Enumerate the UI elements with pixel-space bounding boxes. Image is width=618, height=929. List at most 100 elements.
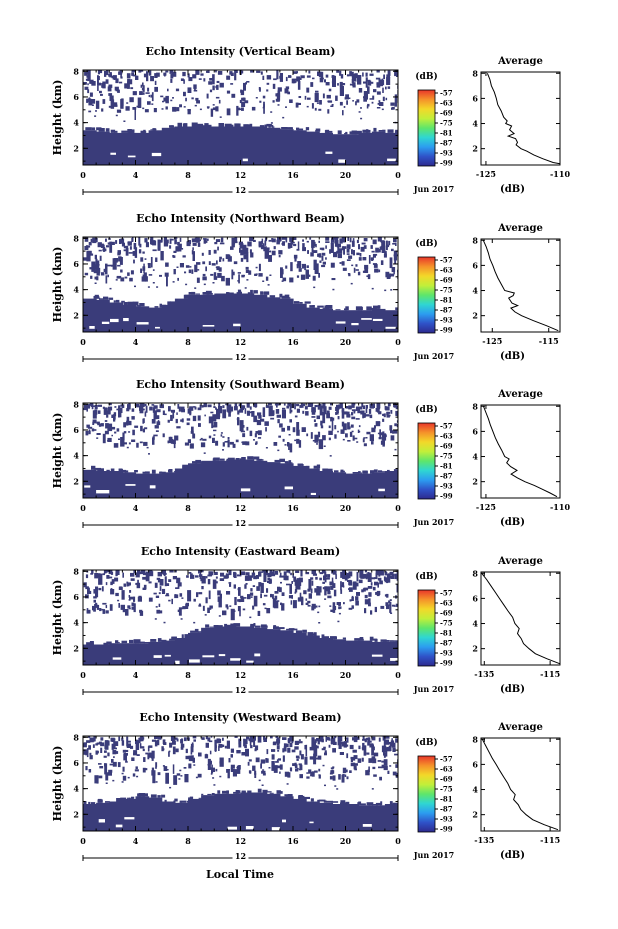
echo-clutter [207, 579, 211, 585]
echo-clutter [392, 243, 396, 245]
echo-clutter [133, 242, 137, 250]
echo-layer-edge [273, 625, 277, 629]
echo-layer-edge [395, 129, 398, 133]
echo-clutter [252, 605, 255, 610]
echo-clutter [299, 774, 303, 779]
echo-layer-edge [137, 305, 141, 307]
echo-clutter [382, 431, 385, 436]
echo-clutter [231, 237, 235, 248]
echo-clutter [247, 241, 252, 247]
echo-layer-edge [108, 297, 114, 300]
echo-clutter [375, 592, 378, 595]
echo-clutter [89, 755, 93, 760]
echo-clutter [230, 767, 234, 772]
echo-clutter [353, 736, 358, 743]
echo-clutter [392, 771, 397, 776]
y-tick-label: 8 [73, 732, 79, 742]
echo-speck [244, 287, 247, 289]
echo-layer-edge [257, 788, 262, 793]
echo-clutter [226, 108, 231, 116]
echo-speck [155, 781, 158, 783]
echo-clutter [279, 764, 283, 770]
echo-layer-edge [233, 623, 241, 627]
echo-clutter [144, 427, 148, 430]
echo-layer-cell [148, 641, 163, 665]
echo-layer-edge [395, 308, 398, 311]
echo-clutter [120, 76, 123, 79]
echo-clutter [117, 250, 121, 254]
echo-clutter [296, 438, 300, 444]
echo-clutter [92, 419, 97, 424]
echo-clutter [256, 70, 261, 73]
echo-clutter [341, 83, 346, 86]
echo-clutter [272, 570, 275, 575]
echo-clutter [225, 403, 228, 406]
echo-clutter [341, 408, 345, 419]
colorbar [417, 589, 436, 667]
echo-layer-edge [277, 627, 285, 630]
echo-clutter [154, 736, 157, 739]
echo-layer-cell [148, 130, 163, 165]
echo-clutter [249, 592, 254, 596]
echo-layer-edge [116, 798, 122, 802]
echo-layer-cell [201, 126, 215, 165]
echo-clutter [87, 83, 89, 86]
echo-clutter [162, 572, 167, 575]
echo-clutter [322, 411, 326, 424]
echo-clutter [372, 759, 374, 761]
echo-clutter [87, 98, 92, 102]
echo-gap [124, 817, 135, 820]
echo-clutter [230, 754, 233, 758]
echo-layer-edge [287, 794, 293, 797]
echo-clutter [268, 578, 272, 584]
echo-clutter [84, 272, 89, 276]
echo-clutter [133, 750, 138, 755]
echo-clutter [375, 582, 379, 585]
echo-clutter [376, 403, 381, 409]
echo-clutter [346, 411, 350, 418]
echo-clutter [346, 737, 349, 743]
echo-speck [161, 108, 164, 110]
echo-clutter [197, 242, 201, 247]
x-tick-label: 8 [185, 670, 191, 680]
echo-clutter [135, 766, 138, 770]
echo-clutter [84, 86, 89, 90]
echo-clutter [113, 419, 116, 422]
colorbar-tick-label: -87 [440, 472, 453, 481]
echo-clutter [105, 610, 109, 614]
echo-clutter [227, 256, 232, 262]
echo-clutter [155, 595, 160, 598]
echo-layer-edge [224, 123, 232, 127]
echo-clutter [228, 570, 232, 576]
echo-clutter [105, 263, 108, 275]
echo-clutter [371, 736, 376, 741]
echo-clutter [355, 582, 359, 587]
echo-clutter [176, 577, 181, 584]
echo-clutter [208, 740, 213, 743]
echo-layer-edge [105, 128, 110, 132]
echo-gap [175, 660, 180, 664]
echo-clutter [257, 736, 262, 743]
echo-speck [212, 104, 215, 106]
echo-clutter [106, 245, 110, 248]
echo-clutter [299, 404, 304, 408]
echo-clutter [289, 742, 293, 748]
echo-clutter [300, 403, 303, 406]
echo-clutter [291, 736, 294, 744]
echo-clutter [362, 573, 367, 579]
echo-clutter [97, 410, 101, 414]
echo-clutter [366, 752, 370, 755]
echo-clutter [177, 277, 179, 281]
echo-clutter [219, 259, 222, 262]
echo-clutter [240, 430, 245, 433]
echo-clutter [264, 570, 269, 576]
echo-clutter [108, 570, 113, 575]
echo-clutter [320, 420, 323, 426]
echo-clutter [209, 89, 213, 93]
echo-clutter [310, 771, 313, 777]
echo-clutter [94, 276, 97, 280]
echo-clutter [306, 433, 309, 437]
panel-title: Echo Intensity (Southward Beam) [136, 378, 345, 391]
echo-clutter [204, 754, 209, 759]
echo-clutter [97, 423, 101, 426]
